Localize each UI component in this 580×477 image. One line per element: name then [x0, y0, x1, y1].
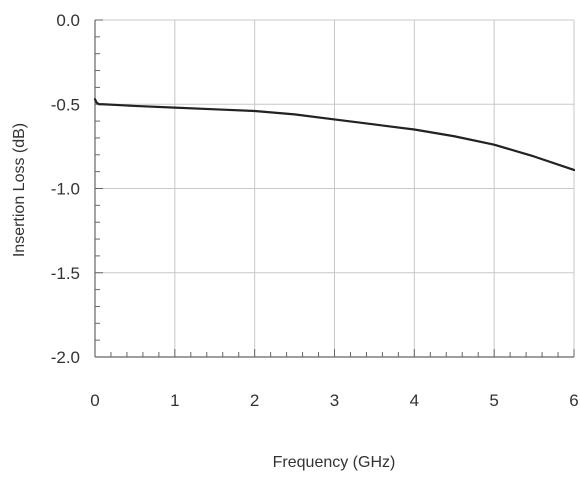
y-tick-label: -2.0	[51, 348, 80, 367]
y-tick-label: -1.5	[51, 264, 80, 283]
y-tick-label: 0.0	[56, 11, 80, 30]
x-tick-label: 2	[250, 391, 259, 410]
y-tick-label: -0.5	[51, 95, 80, 114]
tick-labels: 0 1 2 3 4 5 6 0.0 -0.5 -1.0 -1.5 -2.0	[51, 11, 579, 410]
x-axis-title: Frequency (GHz)	[273, 454, 396, 471]
minor-ticks	[94, 19, 575, 358]
grid-lines	[95, 19, 575, 357]
y-tick-label: -1.0	[51, 180, 80, 199]
x-tick-label: 4	[410, 391, 419, 410]
x-tick-label: 1	[170, 391, 179, 410]
series-line	[93, 98, 576, 172]
x-tick-label: 0	[90, 391, 99, 410]
x-tick-label: 6	[569, 391, 578, 410]
x-tick-label: 5	[489, 391, 498, 410]
x-tick-label: 3	[330, 391, 339, 410]
y-axis-title: Insertion Loss (dB)	[11, 123, 28, 257]
series-group	[93, 98, 576, 172]
